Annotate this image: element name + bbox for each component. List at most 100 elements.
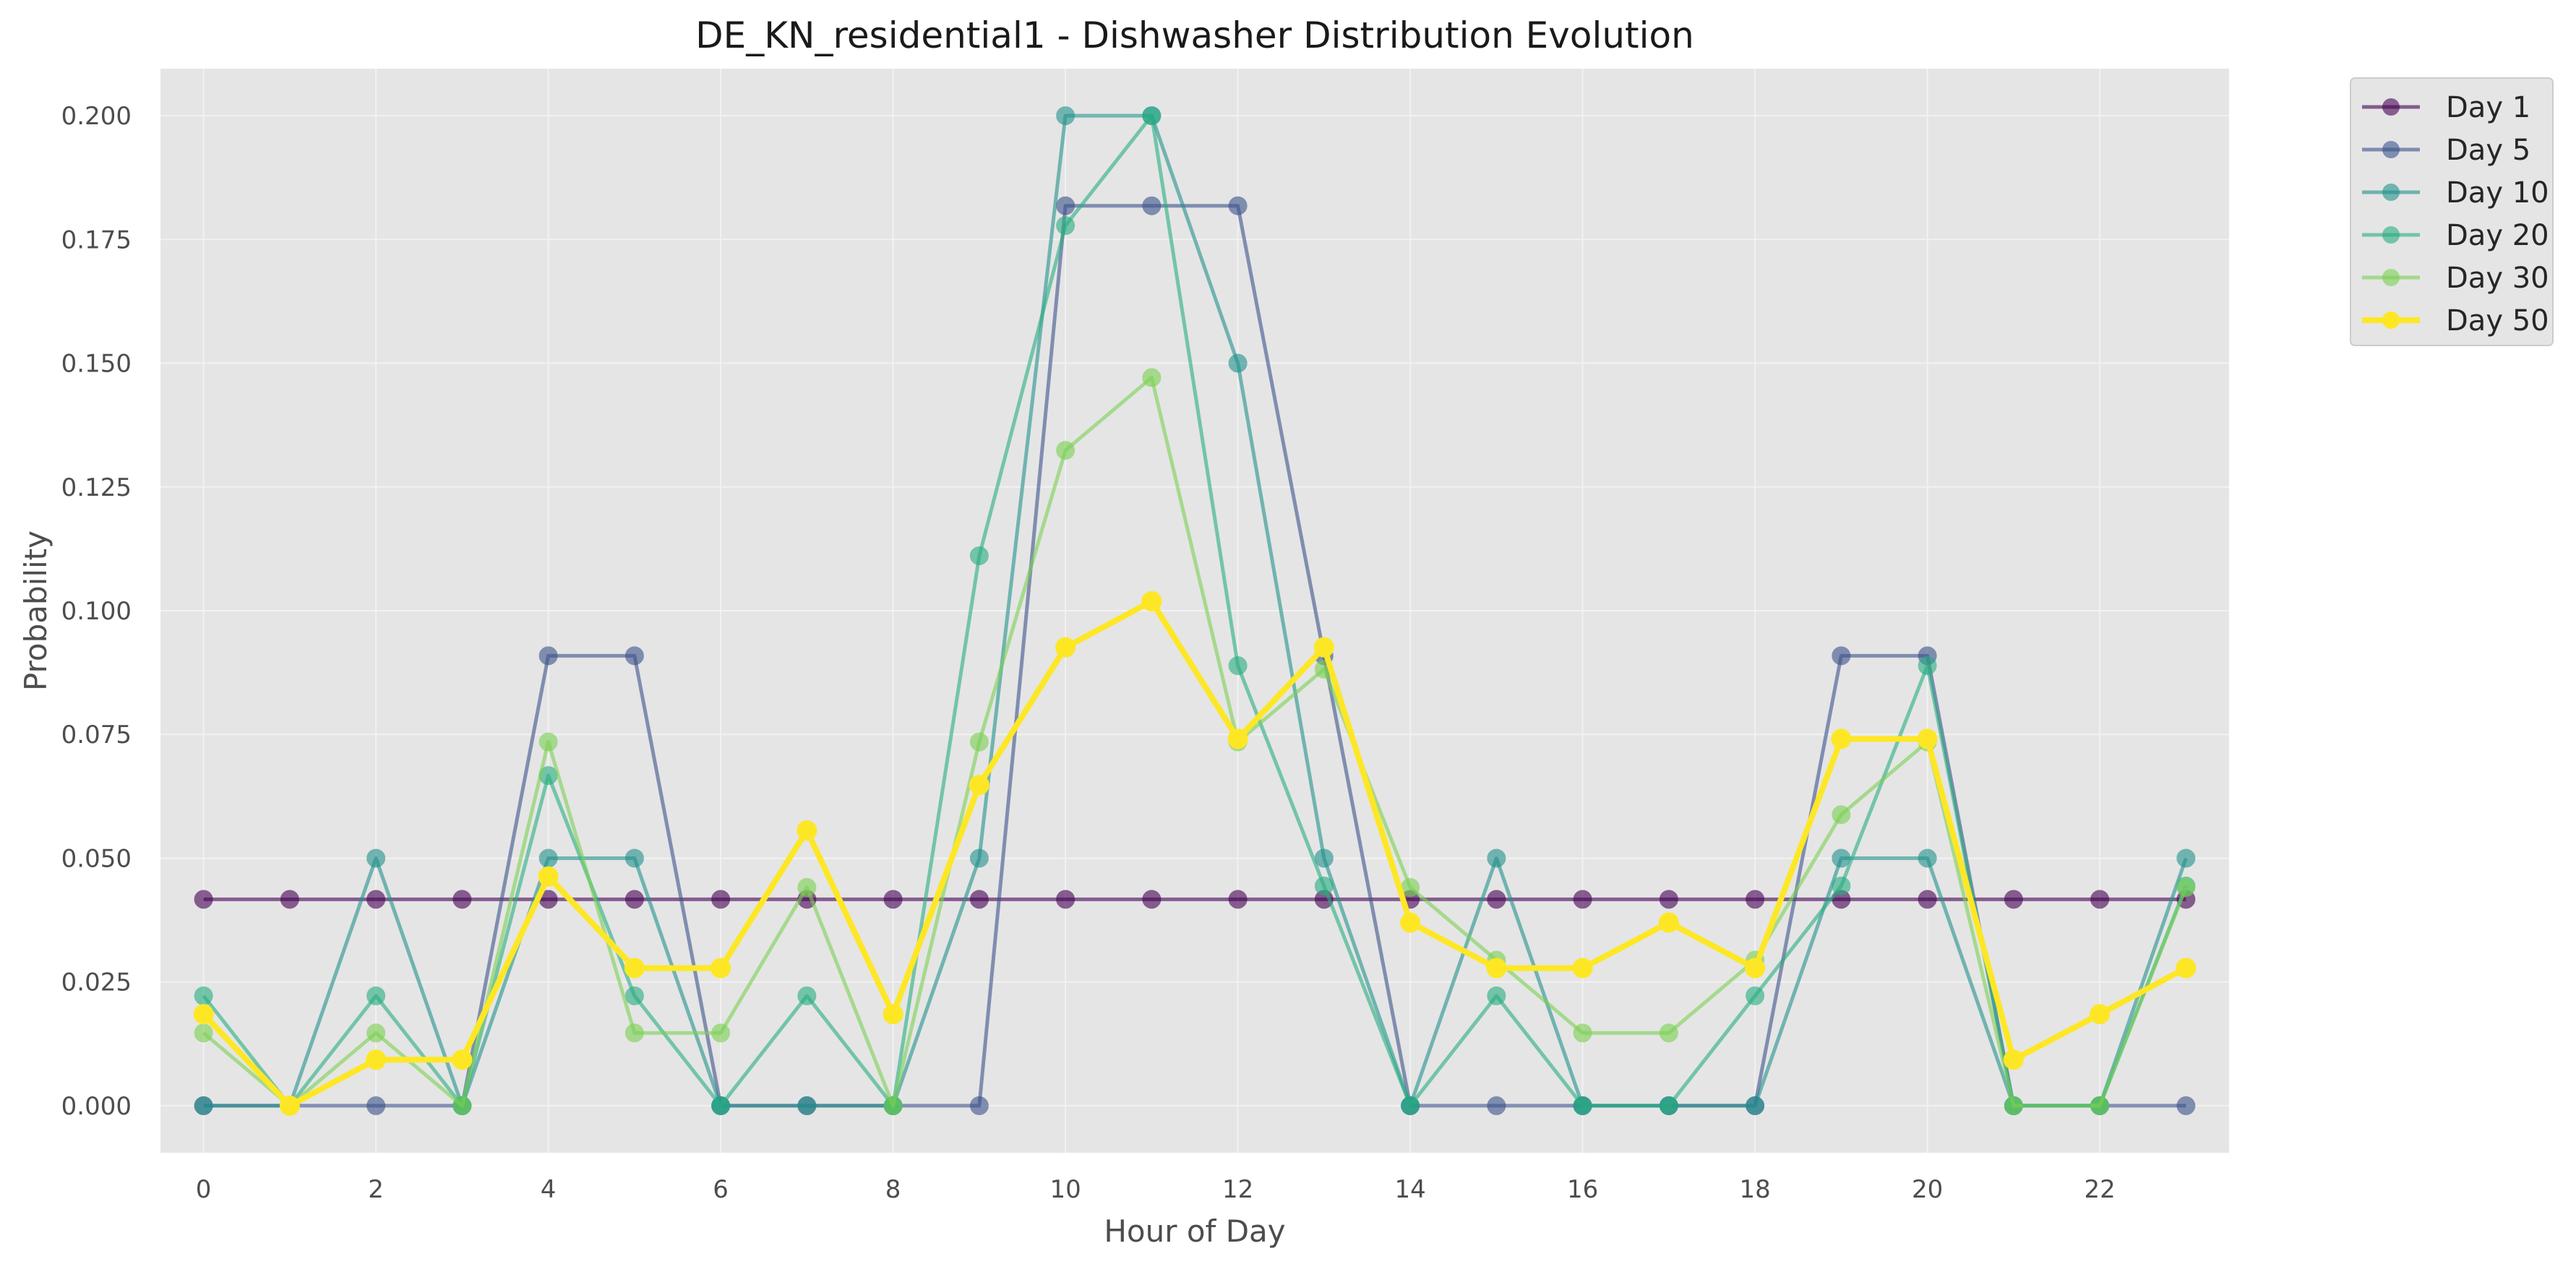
x-tick-label: 6 [713, 1175, 729, 1204]
data-point [624, 1023, 644, 1043]
data-point [279, 1095, 300, 1116]
data-point [969, 1096, 989, 1115]
data-point [366, 848, 386, 868]
legend-marker [2382, 226, 2400, 244]
data-point [1746, 1096, 1765, 1115]
x-tick-label: 18 [1739, 1175, 1770, 1204]
data-point [2090, 1004, 2111, 1025]
data-point [1055, 637, 1076, 658]
data-point [1313, 637, 1334, 658]
data-point [366, 1023, 386, 1043]
tick-labels: 0 2 4 6 8 10 12 14 16 18 20 22 0.000 0.025 0.050 0.075 0… [61, 102, 2116, 1204]
data-point [1056, 196, 1076, 215]
y-tick-label: 0.050 [61, 844, 132, 873]
legend-marker [2382, 311, 2400, 329]
series-group [193, 106, 2197, 1116]
data-point [2004, 890, 2023, 909]
x-tick-label: 12 [1222, 1175, 1253, 1204]
data-point [366, 1096, 386, 1115]
x-tick-label: 4 [541, 1175, 557, 1204]
data-point [797, 877, 817, 897]
data-point [1141, 590, 1162, 611]
data-point [194, 1023, 213, 1043]
data-point [969, 890, 989, 909]
data-point [1487, 848, 1506, 868]
data-point [1400, 912, 1421, 933]
data-point [1659, 890, 1678, 909]
series-day-30 [194, 368, 2196, 1115]
data-point [452, 1049, 473, 1070]
data-point [538, 646, 558, 666]
data-point [797, 1096, 817, 1115]
data-point [280, 890, 299, 909]
data-point [2176, 958, 2197, 979]
data-point [797, 986, 817, 1005]
legend-label: Day 20 [2446, 219, 2549, 252]
data-point [1228, 656, 1248, 676]
x-tick-label: 10 [1049, 1175, 1081, 1204]
series-line [203, 204, 2186, 1108]
data-point [1831, 729, 1852, 749]
y-tick-label: 0.200 [61, 102, 132, 131]
data-point [1228, 890, 1248, 909]
data-point [1918, 656, 1937, 676]
series-line [203, 113, 2188, 1108]
data-point [969, 546, 989, 565]
data-point [194, 890, 213, 909]
legend-marker [2382, 98, 2400, 116]
x-tick-label: 16 [1567, 1175, 1598, 1204]
data-point [1745, 958, 1766, 979]
data-point [1056, 890, 1076, 909]
data-point [883, 1004, 903, 1025]
series-line [202, 113, 2188, 1108]
data-point [1487, 1096, 1506, 1115]
series-line [202, 375, 2188, 1108]
legend-label: Day 5 [2446, 134, 2530, 167]
data-point [1659, 1023, 1678, 1043]
x-tick-label: 22 [2084, 1175, 2115, 1204]
x-tick-label: 14 [1394, 1175, 1425, 1204]
data-point [1746, 890, 1765, 909]
data-point [797, 820, 817, 841]
data-point [194, 1096, 213, 1115]
y-tick-label: 0.000 [61, 1092, 132, 1121]
data-point [624, 646, 644, 666]
data-point [538, 848, 558, 868]
data-point [624, 986, 644, 1005]
data-point [969, 732, 989, 752]
y-tick-label: 0.075 [61, 721, 132, 749]
data-point [1832, 805, 1851, 825]
data-point [1746, 986, 1765, 1005]
data-point [1142, 368, 1162, 387]
x-tick-label: 0 [196, 1175, 212, 1204]
legend-label: Day 30 [2446, 262, 2549, 295]
data-point [1142, 106, 1162, 126]
data-point [538, 732, 558, 752]
data-point [1832, 848, 1851, 868]
data-point [1227, 729, 1248, 749]
data-point [2090, 1096, 2110, 1115]
legend-marker [2382, 184, 2400, 201]
data-point [883, 1096, 903, 1115]
grid [160, 69, 2229, 1153]
data-point [883, 890, 903, 909]
data-point [969, 775, 989, 796]
data-point [1487, 890, 1506, 909]
y-tick-label: 0.100 [61, 597, 132, 626]
data-point [2090, 890, 2110, 909]
legend: Day 1 Day 5 Day 10 Day 20 Day 30 Day 50 [2350, 77, 2554, 346]
data-point [1401, 877, 1420, 897]
data-point [1573, 890, 1592, 909]
x-tick-label: 20 [1912, 1175, 1943, 1204]
data-point [1314, 876, 1334, 895]
legend-marker [2382, 141, 2400, 158]
data-point [366, 890, 386, 909]
data-point [1486, 958, 1507, 979]
data-point [624, 848, 644, 868]
x-tick-label: 8 [885, 1175, 901, 1204]
data-point [2176, 848, 2196, 868]
data-point [1917, 729, 1938, 749]
data-point [193, 1004, 214, 1025]
data-point [1487, 986, 1506, 1005]
data-point [194, 986, 213, 1005]
